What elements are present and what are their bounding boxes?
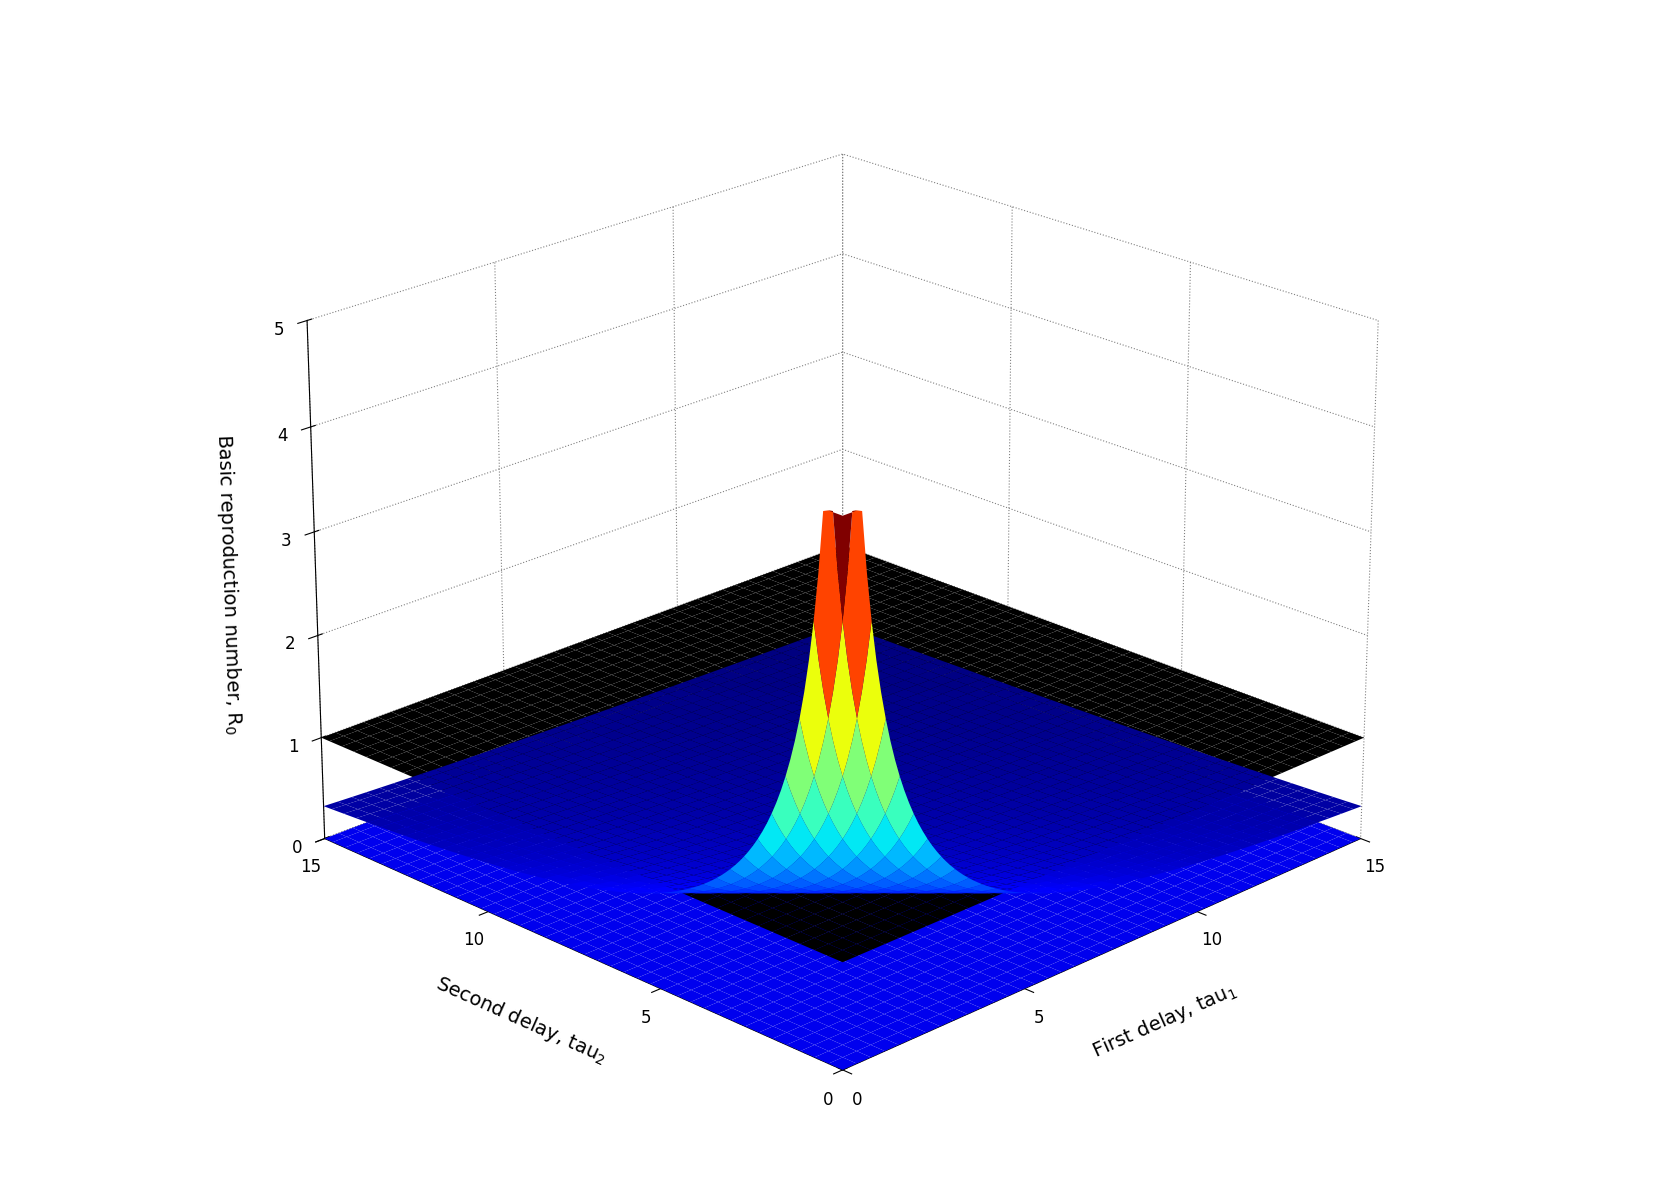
Y-axis label: Second delay, tau$_2$: Second delay, tau$_2$ [432,972,610,1068]
X-axis label: First delay, tau$_1$: First delay, tau$_1$ [1088,978,1240,1062]
